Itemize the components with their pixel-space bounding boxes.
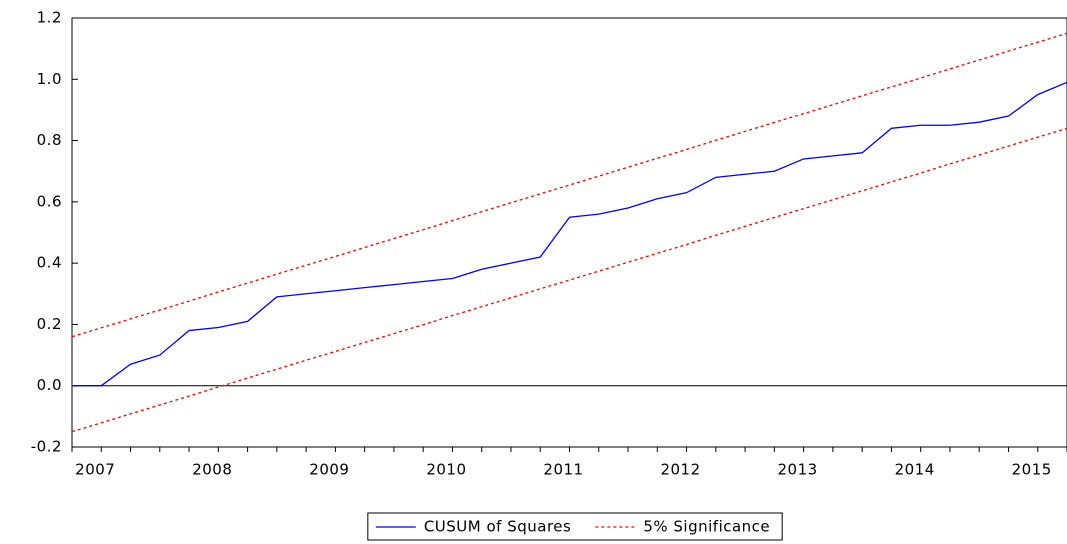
y-tick-label: 1.0: [37, 70, 62, 88]
x-tick-label: 2014: [895, 461, 935, 479]
plot-frame: [71, 17, 1067, 448]
x-tick-label: 2015: [1012, 461, 1052, 479]
series-line: [71, 32, 1067, 338]
legend-label: 5% Significance: [643, 518, 770, 536]
y-tick-label: -0.2: [31, 438, 62, 456]
series-line: [71, 127, 1067, 433]
y-tick-label: 0.6: [37, 192, 62, 210]
x-tick-label: 2013: [778, 461, 818, 479]
series-line: [72, 81, 1067, 387]
y-tick-label: 0.4: [37, 254, 62, 272]
legend: CUSUM of Squares 5% Significance: [367, 512, 783, 541]
x-tick-label: 2007: [75, 461, 115, 479]
legend-label: CUSUM of Squares: [424, 518, 572, 536]
x-tick-label: 2008: [192, 461, 232, 479]
x-tick-label: 2012: [660, 461, 700, 479]
y-tick-label: 0.0: [37, 376, 62, 394]
y-tick-label: 0.2: [37, 315, 62, 333]
x-tick-label: 2010: [426, 461, 466, 479]
y-tick-label: 1.2: [37, 9, 62, 27]
y-tick-label: 0.8: [37, 131, 62, 149]
legend-box: [367, 512, 783, 541]
x-tick-label: 2009: [309, 461, 349, 479]
x-tick-label: 2011: [543, 461, 583, 479]
